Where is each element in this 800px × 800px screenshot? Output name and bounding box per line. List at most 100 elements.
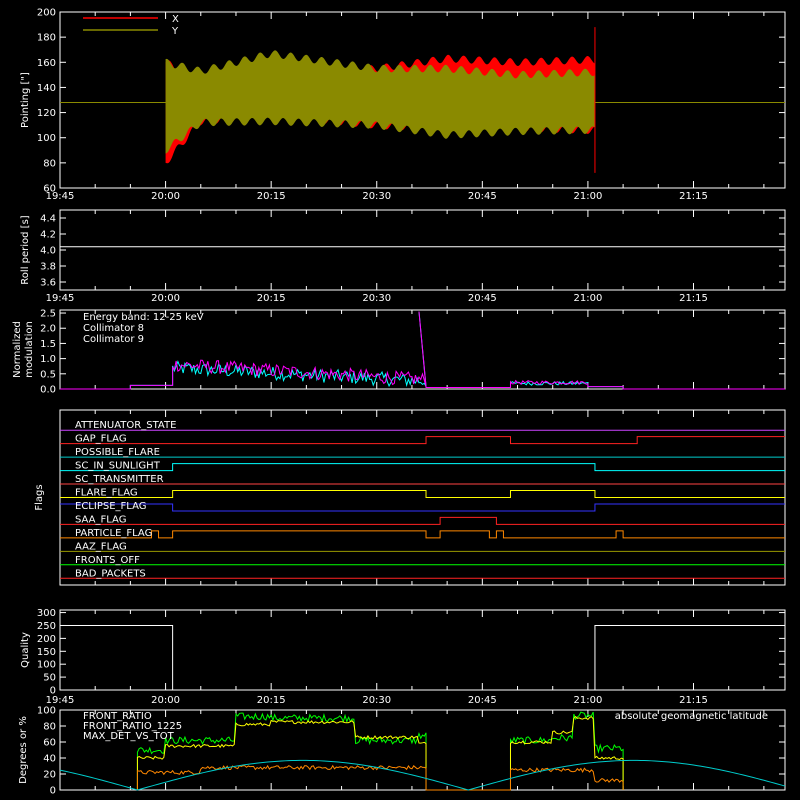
x-tick-label: 21:15 [679, 695, 708, 706]
flag-line-sc_in_sunlight [60, 463, 785, 472]
series-max-det-vs-tot [136, 764, 624, 791]
y-tick-label: 50 [43, 673, 56, 684]
x-tick-label: 20:00 [151, 191, 180, 202]
y-tick-label: 1.0 [40, 354, 56, 365]
y-tick-label: 2.0 [40, 324, 56, 335]
y-tick-label: 60 [43, 738, 56, 749]
y-tick-label: 180 [37, 33, 56, 44]
x-tick-label: 19:45 [46, 191, 75, 202]
y-axis-label: Pointing ["] [20, 72, 31, 128]
y-tick-label: 100 [37, 660, 56, 671]
legend-label: Energy band: 12-25 keV [83, 312, 204, 323]
legend-label: Collimator 9 [83, 334, 144, 345]
y-tick-label: 300 [37, 608, 56, 619]
y-axis-label: Quality [20, 632, 31, 668]
y-tick-label: 4.4 [40, 214, 56, 225]
x-tick-label: 20:45 [468, 293, 497, 304]
y-tick-label: 100 [37, 133, 56, 144]
flag-label-saa_flag: SAA_FLAG [75, 514, 126, 525]
x-tick-label: 20:30 [362, 293, 391, 304]
series-band-y [165, 50, 595, 154]
series-collimator-9 [60, 311, 785, 390]
flag-label-gap_flag: GAP_FLAG [75, 434, 127, 445]
y-tick-label: 40 [43, 754, 56, 765]
x-tick-label: 21:00 [573, 191, 602, 202]
y-axis-label-text: Roll period [s] [20, 215, 31, 284]
y-axis-label-text: Quality [20, 632, 31, 668]
y-axis-label: Flags [34, 484, 45, 510]
panel-frame-quality [59, 609, 786, 691]
y-axis-label-line: Normalized [12, 321, 23, 378]
panel-frame-roll [59, 209, 786, 291]
flag-line-saa_flag [60, 516, 785, 525]
flag-label-eclipse_flag: ECLIPSE_FLAG [75, 501, 146, 512]
y-axis-label-text: Degrees or % [18, 716, 29, 784]
series-front-ratio [136, 715, 624, 791]
y-axis-label-line: modulation [24, 321, 35, 378]
y-tick-label: 80 [43, 158, 56, 169]
y-tick-label: 140 [37, 83, 56, 94]
x-tick-label: 20:45 [468, 695, 497, 706]
y-tick-label: 150 [37, 647, 56, 658]
y-tick-label: 250 [37, 621, 56, 632]
y-tick-label: 4.2 [40, 230, 56, 241]
flag-label-aaz_flag: AAZ_FLAG [75, 541, 127, 552]
flag-line-gap_flag [60, 436, 785, 445]
y-axis-label-text: Pointing ["] [20, 72, 31, 128]
y-tick-label: 160 [37, 58, 56, 69]
flag-label-flare_flag: FLARE_FLAG [75, 488, 138, 499]
y-tick-label: 3.8 [40, 262, 56, 273]
y-tick-label: 4.0 [40, 246, 56, 257]
legend-label-latitude: absolute geomagnetic latitude [615, 711, 768, 722]
panel-frame-modulation [59, 309, 786, 390]
flag-label-sc_transmitter: SC_TRANSMITTER [75, 474, 164, 485]
series-geomagnetic-latitude [59, 759, 786, 791]
flag-label-bad_packets: BAD_PACKETS [75, 568, 146, 579]
y-tick-label: 80 [43, 722, 56, 733]
flag-label-attenuator_state: ATTENUATOR_STATE [75, 420, 176, 431]
series-quality [60, 624, 785, 691]
flag-line-flare_flag [60, 490, 785, 498]
panel-frame-ratios [59, 709, 786, 791]
x-tick-label: 20:15 [257, 293, 286, 304]
y-axis-label: Normalized modulation [12, 321, 35, 378]
x-tick-label: 21:15 [679, 293, 708, 304]
flag-line-particle_flag [60, 530, 785, 539]
x-tick-label: 20:45 [468, 191, 497, 202]
flag-label-sc_in_sunlight: SC_IN_SUNLIGHT [75, 461, 161, 472]
y-tick-label: 100 [37, 706, 56, 717]
y-tick-label: 0.0 [40, 385, 56, 396]
legend-label: Collimator 8 [83, 323, 144, 334]
panel-frame-pointing [59, 11, 786, 189]
y-axis-label-text: Flags [34, 484, 45, 510]
y-tick-label: 2.5 [40, 309, 56, 320]
legend-label-x: X [172, 14, 179, 25]
y-tick-label: 60 [43, 184, 56, 195]
y-tick-label: 1.5 [40, 339, 56, 350]
y-tick-label: 120 [37, 108, 56, 119]
x-tick-label: 20:30 [362, 191, 391, 202]
legend-label-y: Y [171, 26, 179, 37]
y-axis-label: Degrees or % [18, 716, 29, 784]
x-tick-label: 20:30 [362, 695, 391, 706]
y-tick-label: 20 [43, 770, 56, 781]
x-tick-label: 21:15 [679, 191, 708, 202]
flag-line-eclipse_flag [60, 503, 785, 512]
x-tick-label: 20:00 [151, 293, 180, 304]
x-tick-label: 19:45 [46, 293, 75, 304]
x-tick-label: 20:00 [151, 695, 180, 706]
series-front-ratio-1225 [136, 711, 624, 791]
y-tick-label: 0.5 [40, 369, 56, 380]
y-tick-label: 0 [50, 686, 56, 697]
y-tick-label: 200 [37, 634, 56, 645]
y-tick-label: 3.6 [40, 278, 56, 289]
legend-label: FRONT_RATIO [83, 711, 152, 722]
flag-label-possible_flare: POSSIBLE_FLARE [75, 447, 160, 458]
y-tick-label: 200 [37, 8, 56, 19]
x-tick-label: 21:00 [573, 293, 602, 304]
x-tick-label: 20:15 [257, 695, 286, 706]
flag-label-particle_flag: PARTICLE_FLAG [75, 528, 152, 539]
x-tick-label: 21:00 [573, 695, 602, 706]
x-tick-label: 19:45 [46, 695, 75, 706]
